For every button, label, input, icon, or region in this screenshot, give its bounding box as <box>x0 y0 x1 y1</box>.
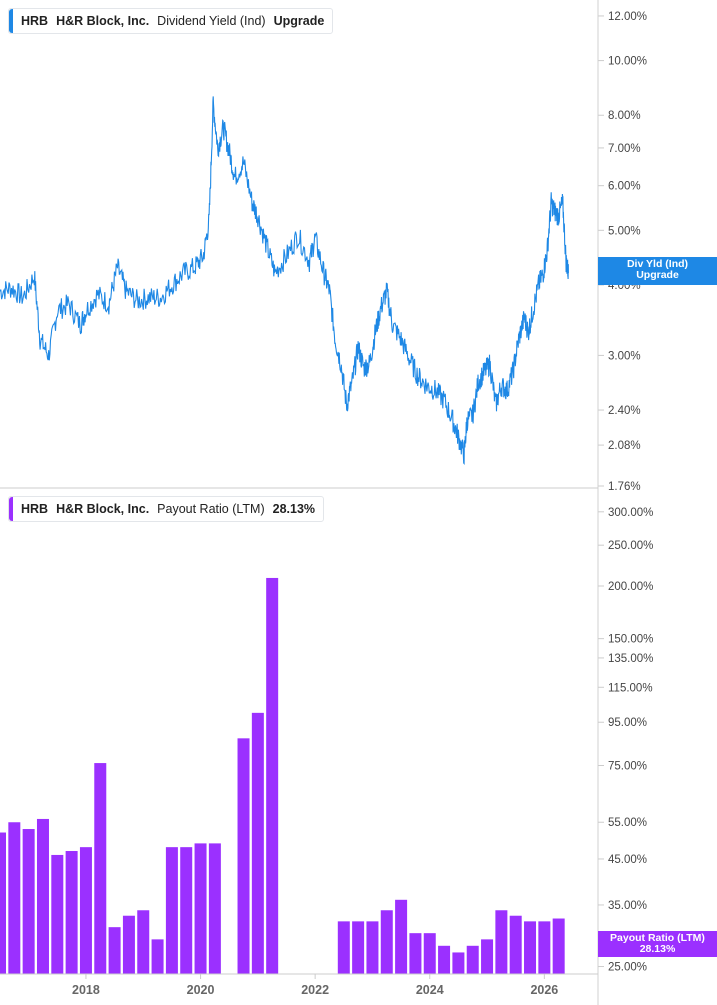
payout-bar <box>22 829 35 974</box>
payout-bar <box>36 818 49 974</box>
payout-current-badge: Payout Ratio (LTM) 28.13% <box>598 930 717 957</box>
x-tick-label: 2018 <box>72 983 100 997</box>
payout-y-tick-label: 115.00% <box>608 682 653 694</box>
yield-y-axis: 12.00%10.00%8.00%7.00%6.00%5.00%4.00%3.0… <box>598 11 647 493</box>
payout-y-tick-label: 95.00% <box>608 717 647 729</box>
yield-line <box>0 96 569 466</box>
payout-bar <box>409 933 422 974</box>
payout-bar <box>466 945 479 974</box>
payout-badge-value: 28.13% <box>639 942 676 955</box>
payout-bar <box>65 851 78 974</box>
yield-y-tick-label: 1.76% <box>608 481 641 493</box>
payout-bar <box>8 822 21 974</box>
payout-bar <box>79 847 92 974</box>
payout-y-tick-label: 35.00% <box>608 900 647 912</box>
payout-bar <box>366 921 379 974</box>
payout-legend-ticker: HRB <box>21 502 49 516</box>
payout-bar <box>94 763 107 974</box>
payout-legend[interactable]: HRB H&R Block, Inc. Payout Ratio (LTM) 2… <box>8 496 325 522</box>
payout-bar <box>395 899 408 974</box>
yield-badge-label: Div Yld (Ind) <box>626 258 689 271</box>
yield-badge-value: Upgrade <box>636 269 679 282</box>
payout-bar <box>552 918 565 974</box>
payout-bar <box>194 843 207 974</box>
payout-bar <box>538 921 551 974</box>
yield-legend-value[interactable]: Upgrade <box>273 14 325 28</box>
payout-bar <box>108 927 121 974</box>
payout-badge-label: Payout Ratio (LTM) <box>610 931 705 944</box>
payout-y-tick-label: 135.00% <box>608 653 653 665</box>
payout-legend-metric: Payout Ratio (LTM) <box>157 502 265 516</box>
payout-bar <box>208 843 221 974</box>
payout-y-tick-label: 150.00% <box>608 634 653 646</box>
yield-y-tick-label: 2.08% <box>608 440 641 452</box>
yield-legend[interactable]: HRB H&R Block, Inc. Dividend Yield (Ind)… <box>8 8 334 34</box>
x-axis: 2018 2020 2022 2024 2026 <box>0 973 598 997</box>
payout-y-tick-label: 300.00% <box>608 507 653 519</box>
payout-bar <box>337 921 350 974</box>
payout-bar <box>452 952 465 974</box>
payout-y-tick-label: 25.00% <box>608 962 647 974</box>
payout-y-tick-label: 250.00% <box>608 540 653 552</box>
payout-y-tick-label: 55.00% <box>608 817 647 829</box>
payout-bar <box>251 712 264 974</box>
yield-line-series <box>0 96 569 466</box>
x-tick-label: 2026 <box>530 983 558 997</box>
payout-y-tick-label: 200.00% <box>608 581 653 593</box>
payout-bar <box>438 945 451 974</box>
yield-y-tick-label: 5.00% <box>608 225 641 237</box>
payout-bar <box>180 847 193 974</box>
payout-bar <box>266 577 279 974</box>
payout-bar <box>237 738 250 974</box>
payout-legend-company: H&R Block, Inc. <box>56 502 150 516</box>
payout-bar-series <box>0 577 565 974</box>
yield-y-tick-label: 6.00% <box>608 181 641 193</box>
yield-legend-ticker: HRB <box>21 14 49 28</box>
payout-bar <box>151 939 164 974</box>
payout-legend-value: 28.13% <box>272 502 316 516</box>
payout-y-tick-label: 75.00% <box>608 760 647 772</box>
yield-y-tick-label: 7.00% <box>608 143 641 155</box>
payout-bar <box>0 832 6 974</box>
x-tick-label: 2024 <box>416 983 444 997</box>
yield-y-tick-label: 2.40% <box>608 405 641 417</box>
payout-bar <box>495 910 508 974</box>
yield-legend-company: H&R Block, Inc. <box>56 14 150 28</box>
yield-y-tick-label: 12.00% <box>608 11 647 23</box>
yield-current-badge[interactable]: Div Yld (Ind) Upgrade <box>598 257 717 286</box>
payout-bar <box>509 915 522 974</box>
yield-legend-metric: Dividend Yield (Ind) <box>157 14 266 28</box>
yield-y-tick-label: 10.00% <box>608 56 647 68</box>
payout-bar <box>481 939 494 974</box>
yield-y-tick-label: 3.00% <box>608 350 641 362</box>
yield-legend-swatch <box>9 9 13 33</box>
payout-bar <box>380 910 393 974</box>
payout-y-axis: 300.00% 250.00% 200.00% 150.00% 135.00% 115.0… <box>598 507 653 974</box>
payout-bar <box>122 915 135 974</box>
payout-y-tick-label: 45.00% <box>608 854 647 866</box>
payout-bar <box>524 921 537 974</box>
payout-bar <box>352 921 365 974</box>
payout-bar <box>423 933 436 974</box>
payout-bar <box>51 854 64 974</box>
payout-bar <box>165 847 178 974</box>
payout-legend-swatch <box>9 497 13 521</box>
yield-y-tick-label: 8.00% <box>608 110 641 122</box>
payout-bar <box>137 910 150 974</box>
x-tick-label: 2022 <box>301 983 329 997</box>
x-tick-label: 2020 <box>187 983 215 997</box>
